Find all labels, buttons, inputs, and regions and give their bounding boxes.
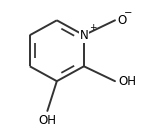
Text: −: −: [124, 8, 133, 18]
Text: OH: OH: [38, 114, 56, 127]
Text: +: +: [89, 23, 96, 32]
Text: O: O: [118, 14, 127, 27]
Text: N: N: [80, 29, 88, 42]
Text: OH: OH: [118, 75, 136, 88]
